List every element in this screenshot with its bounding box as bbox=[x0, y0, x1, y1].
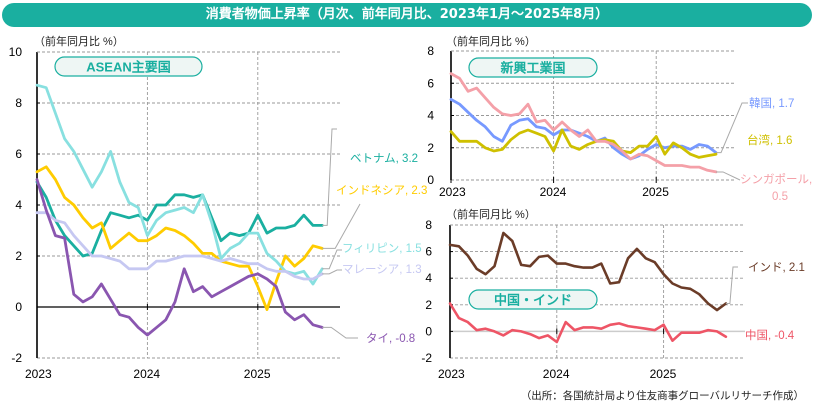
leader-line bbox=[322, 128, 337, 226]
source-note: （出所：各国統計局より住友商事グローバルリサーチ作成） bbox=[520, 390, 804, 402]
leader-line bbox=[322, 269, 342, 275]
x-tick-label: 2024 bbox=[540, 185, 567, 199]
y-tick-label: 4 bbox=[425, 271, 432, 285]
series-line-インド bbox=[448, 231, 728, 312]
series-label: 中国, -0.4 bbox=[745, 329, 795, 342]
leader-line bbox=[322, 203, 361, 249]
chart-asean: -2 0 2 4 6 8 10 2023 2024 2025 （前年同月比 %） ASEAN主要国ベト… bbox=[9, 34, 428, 381]
x-tick-label: 2023 bbox=[439, 185, 466, 199]
y-tick-label: 0 bbox=[15, 300, 22, 314]
series-line-ベトナム bbox=[35, 180, 324, 258]
series-label: シンガポール, bbox=[740, 173, 812, 186]
series-label: マレーシア, 1.3 bbox=[342, 264, 422, 276]
x-tick-label: 2025 bbox=[244, 367, 271, 381]
series-line-タイ bbox=[35, 178, 324, 337]
y-tick-label: 6 bbox=[427, 76, 434, 90]
chart-title-bar: 消費者物価上昇率（月次、前年同月比、2023年1月～2025年8月） bbox=[2, 3, 812, 27]
leader-line bbox=[716, 102, 748, 154]
y-axis-label: （前年同月比 %） bbox=[34, 34, 124, 48]
series-line-台湾 bbox=[449, 128, 718, 159]
y-axis-label: （前年同月比 %） bbox=[446, 207, 536, 221]
y-tick-label: -2 bbox=[421, 351, 432, 365]
series-label: 韓国, 1.7 bbox=[749, 97, 794, 110]
x-tick-label: 2023 bbox=[25, 367, 52, 381]
x-tick-label: 2023 bbox=[438, 367, 465, 381]
leader-line bbox=[322, 249, 342, 270]
y-tick-label: 2 bbox=[15, 249, 22, 263]
series-line-中国 bbox=[448, 302, 728, 344]
y-tick-label: 10 bbox=[9, 45, 23, 59]
series-line-フィリピン bbox=[35, 83, 324, 286]
chart-title: 消費者物価上昇率（月次、前年同月比、2023年1月～2025年8月） bbox=[205, 7, 609, 22]
y-tick-label: -2 bbox=[11, 351, 22, 365]
series-line-マレーシア bbox=[35, 211, 324, 281]
panel-title: 中国・インド bbox=[494, 293, 572, 308]
leader-line bbox=[725, 266, 738, 304]
y-tick-label: 8 bbox=[425, 218, 432, 232]
panel-title: ASEAN主要国 bbox=[86, 60, 171, 75]
panel-title: 新興工業国 bbox=[500, 61, 565, 76]
series-label: ベトナム, 3.2 bbox=[350, 152, 418, 165]
x-tick-label: 2025 bbox=[642, 185, 669, 199]
y-tick-label: 6 bbox=[425, 245, 432, 259]
x-tick-label: 2024 bbox=[543, 367, 570, 381]
leader-line bbox=[716, 171, 741, 181]
panel-title-pill bbox=[54, 56, 203, 77]
y-tick-label: 0 bbox=[427, 173, 434, 187]
series-label: インドネシア, 2.3 bbox=[336, 184, 427, 197]
y-tick-label: 6 bbox=[15, 147, 22, 161]
series-label: 台湾, 1.6 bbox=[747, 133, 792, 147]
y-tick-label: 2 bbox=[427, 141, 434, 155]
panel-title-pill bbox=[468, 57, 598, 78]
leader-line bbox=[322, 326, 358, 339]
series-label: 0.5 bbox=[772, 191, 788, 203]
series-label: フィリピン, 1.5 bbox=[342, 242, 422, 255]
series-label: インド, 2.1 bbox=[748, 262, 805, 274]
x-tick-label: 2024 bbox=[133, 367, 160, 381]
series-label: タイ, -0.8 bbox=[366, 332, 415, 345]
panel-title-pill bbox=[468, 289, 598, 310]
x-tick-label: 2025 bbox=[650, 367, 677, 381]
y-tick-label: 0 bbox=[425, 324, 432, 338]
y-tick-label: 8 bbox=[427, 44, 434, 58]
y-tick-label: 8 bbox=[15, 96, 22, 110]
series-line-シンガポール bbox=[449, 72, 718, 174]
y-tick-label: 4 bbox=[427, 109, 434, 123]
chart-china_india: -2 0 2 4 6 8 2023 2024 2025 （前年同月比 %） 中国・インド インド, 2… bbox=[421, 207, 805, 381]
y-tick-label: 4 bbox=[15, 198, 22, 212]
y-axis-label: （前年同月比 %） bbox=[446, 34, 536, 48]
y-tick-label: 2 bbox=[425, 298, 432, 312]
